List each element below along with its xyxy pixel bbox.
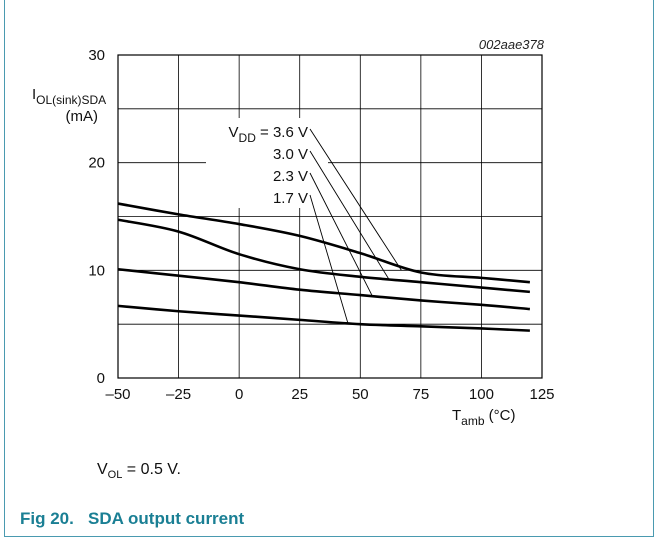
series-label: 2.3 V — [273, 168, 308, 185]
x-axis-label: Tamb (°C) — [452, 407, 516, 428]
x-tick-label: 75 — [413, 386, 430, 403]
series-labels: VDD = 3.6 V3.0 V 2.3 V 1.7 V — [229, 124, 308, 207]
label-pointer-line — [309, 128, 402, 271]
x-tick-label: 50 — [352, 386, 369, 403]
x-axis-label-unit: (°C) — [485, 407, 516, 424]
x-tick-label: 125 — [529, 386, 554, 403]
y-tick-label: 20 — [88, 155, 105, 172]
y-axis-unit: (mA) — [66, 108, 99, 125]
label-pointer-line — [309, 150, 390, 281]
figure-caption: Fig 20. SDA output current — [20, 509, 244, 529]
label-pointers — [309, 128, 402, 325]
y-axis-label-main: I — [32, 86, 36, 103]
test-condition-note: VOL = 0.5 V. — [97, 461, 181, 481]
y-tick-label: 0 — [97, 370, 105, 387]
x-tick-label: –50 — [105, 386, 130, 403]
x-axis-label-sub: amb — [461, 414, 485, 428]
x-tick-label: 0 — [235, 386, 243, 403]
series-line-2-3-V — [117, 267, 531, 311]
note-sub: OL — [107, 469, 123, 482]
note-rest: = 0.5 V. — [122, 461, 181, 478]
y-tick-labels: 0 10 20 30 — [88, 47, 105, 387]
y-axis-label-sub: OL(sink)SDA — [36, 93, 106, 107]
series-line-3-0-V — [117, 218, 531, 294]
y-axis-label: IOL(sink)SDA — [32, 86, 106, 107]
x-tick-label: 25 — [291, 386, 308, 403]
label-pointer-line — [309, 194, 349, 325]
note-main: V — [97, 461, 108, 478]
series-lines — [117, 202, 531, 332]
figure-reference: 002aae378 — [479, 37, 545, 52]
x-tick-labels: –50 –25 0 25 50 75 100 125 — [105, 386, 554, 403]
figure-number: Fig 20. — [20, 509, 74, 528]
series-label: 3.0 V — [273, 146, 308, 163]
y-tick-label: 30 — [88, 47, 105, 64]
figure-title: SDA output current — [88, 509, 245, 528]
label-background — [206, 118, 328, 208]
chart: –50 –25 0 25 50 75 100 125 0 10 20 30 VDD = 3.6 V3… — [32, 37, 555, 428]
series-label: VDD = 3.6 V — [229, 124, 308, 145]
grid — [118, 55, 542, 378]
label-pointer-line — [309, 172, 373, 297]
y-tick-label: 10 — [88, 262, 105, 279]
x-tick-label: 100 — [469, 386, 494, 403]
plot-area-border — [117, 54, 543, 379]
x-axis-label-main: T — [452, 407, 461, 424]
x-tick-label: –25 — [166, 386, 191, 403]
series-line-3-6-V — [117, 202, 531, 284]
series-label: 1.7 V — [273, 190, 308, 207]
series-line-1-7-V — [117, 304, 530, 332]
figure-frame — [4, 0, 654, 537]
